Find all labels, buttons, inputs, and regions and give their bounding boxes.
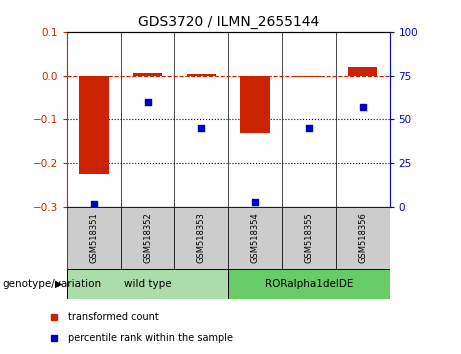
- Point: [90, 201, 97, 206]
- Text: GSM518355: GSM518355: [304, 212, 313, 263]
- Point: [198, 125, 205, 131]
- Text: ▶: ▶: [55, 279, 62, 289]
- Bar: [187, 74, 216, 76]
- Bar: [348, 67, 378, 76]
- Bar: [67, 269, 228, 299]
- Text: wild type: wild type: [124, 279, 171, 289]
- Text: GSM518352: GSM518352: [143, 212, 152, 263]
- Bar: [228, 207, 282, 269]
- Bar: [79, 76, 108, 174]
- Point: [359, 104, 366, 110]
- Point: [251, 199, 259, 205]
- Text: GSM518354: GSM518354: [251, 212, 260, 263]
- Text: genotype/variation: genotype/variation: [2, 279, 101, 289]
- Bar: [336, 207, 390, 269]
- Bar: [174, 207, 228, 269]
- Bar: [282, 207, 336, 269]
- Point: [144, 99, 151, 105]
- Point: [305, 125, 313, 131]
- Text: RORalpha1delDE: RORalpha1delDE: [265, 279, 353, 289]
- Text: GSM518356: GSM518356: [358, 212, 367, 263]
- Bar: [240, 76, 270, 133]
- Text: GSM518353: GSM518353: [197, 212, 206, 263]
- Bar: [67, 207, 121, 269]
- Text: percentile rank within the sample: percentile rank within the sample: [68, 332, 233, 343]
- Bar: [294, 76, 324, 77]
- Text: GSM518351: GSM518351: [89, 212, 98, 263]
- Bar: [121, 207, 174, 269]
- Bar: [133, 74, 162, 76]
- Text: transformed count: transformed count: [68, 312, 159, 322]
- Title: GDS3720 / ILMN_2655144: GDS3720 / ILMN_2655144: [137, 16, 319, 29]
- Bar: [228, 269, 390, 299]
